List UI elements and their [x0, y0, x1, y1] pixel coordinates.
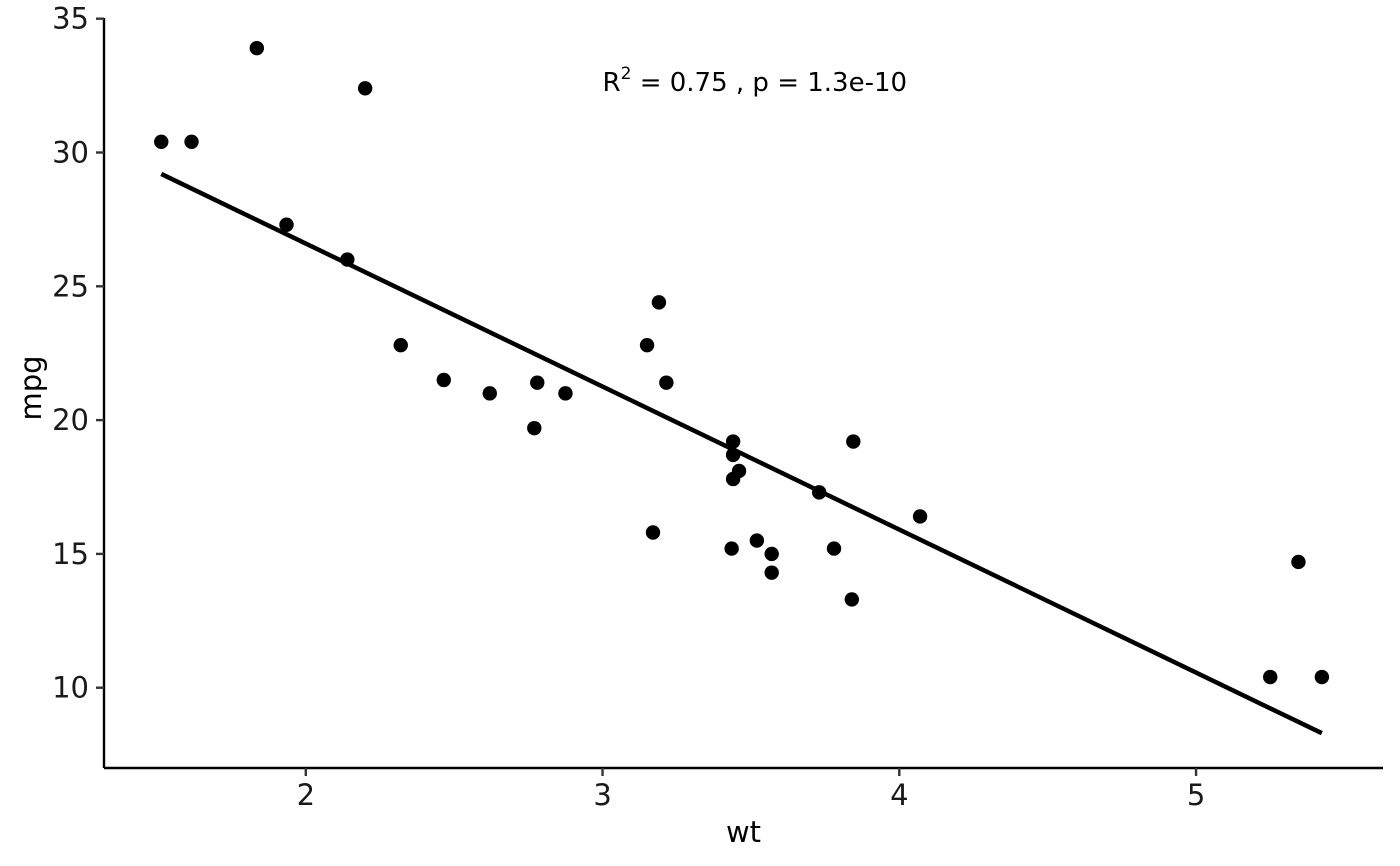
data-point: [393, 337, 408, 353]
data-point: [1263, 669, 1278, 685]
data-point: [844, 592, 860, 607]
y-tick-label: 35: [52, 2, 89, 36]
data-point: [249, 40, 265, 56]
data-point: [527, 420, 542, 436]
data-point: [530, 375, 545, 390]
stat-annotation: R2 = 0.75 , p = 1.3e-10: [603, 64, 908, 98]
data-point: [826, 541, 842, 556]
y-tick-label: 20: [52, 403, 89, 437]
y-tick-label: 15: [52, 537, 89, 571]
data-point: [846, 434, 861, 449]
data-point: [1314, 669, 1330, 685]
data-point: [558, 386, 573, 401]
data-point: [912, 509, 928, 524]
y-tick-label: 10: [52, 671, 89, 705]
y-tick-label: 30: [52, 136, 89, 170]
data-point: [724, 541, 739, 556]
data-point: [357, 81, 373, 96]
axes: 10 15 20 25 30 35 2 3 4 5: [52, 2, 1383, 812]
annotation-text: = 0.75 , p = 1.3e-10: [631, 68, 907, 98]
data-point: [725, 471, 741, 487]
data-point: [651, 295, 667, 310]
y-tick-label: 25: [52, 269, 89, 303]
regression-line: [160, 171, 1323, 736]
data-point: [725, 447, 741, 463]
x-tick-label: 4: [890, 778, 908, 812]
data-point: [749, 533, 765, 548]
data-point: [725, 434, 741, 449]
data-point: [811, 485, 827, 500]
data-point: [154, 134, 169, 150]
data-point: [639, 337, 655, 353]
x-tick-label: 2: [297, 778, 315, 812]
regression-line-group: [160, 171, 1323, 736]
data-point: [184, 134, 199, 150]
x-axis-title: wt: [726, 815, 761, 849]
x-tick-label: 3: [593, 778, 611, 812]
data-points: [154, 40, 1330, 685]
data-point: [482, 386, 497, 401]
data-point: [1291, 554, 1306, 570]
data-point: [436, 372, 451, 388]
data-point: [645, 525, 661, 540]
annotation-superscript: 2: [621, 64, 632, 84]
data-point: [764, 546, 779, 562]
data-point: [340, 252, 355, 267]
data-point: [279, 217, 294, 232]
data-point: [659, 375, 674, 390]
x-tick-label: 5: [1187, 778, 1205, 812]
y-axis-title: mpg: [14, 355, 48, 420]
data-point: [764, 565, 779, 580]
annotation-r: R: [603, 68, 621, 98]
